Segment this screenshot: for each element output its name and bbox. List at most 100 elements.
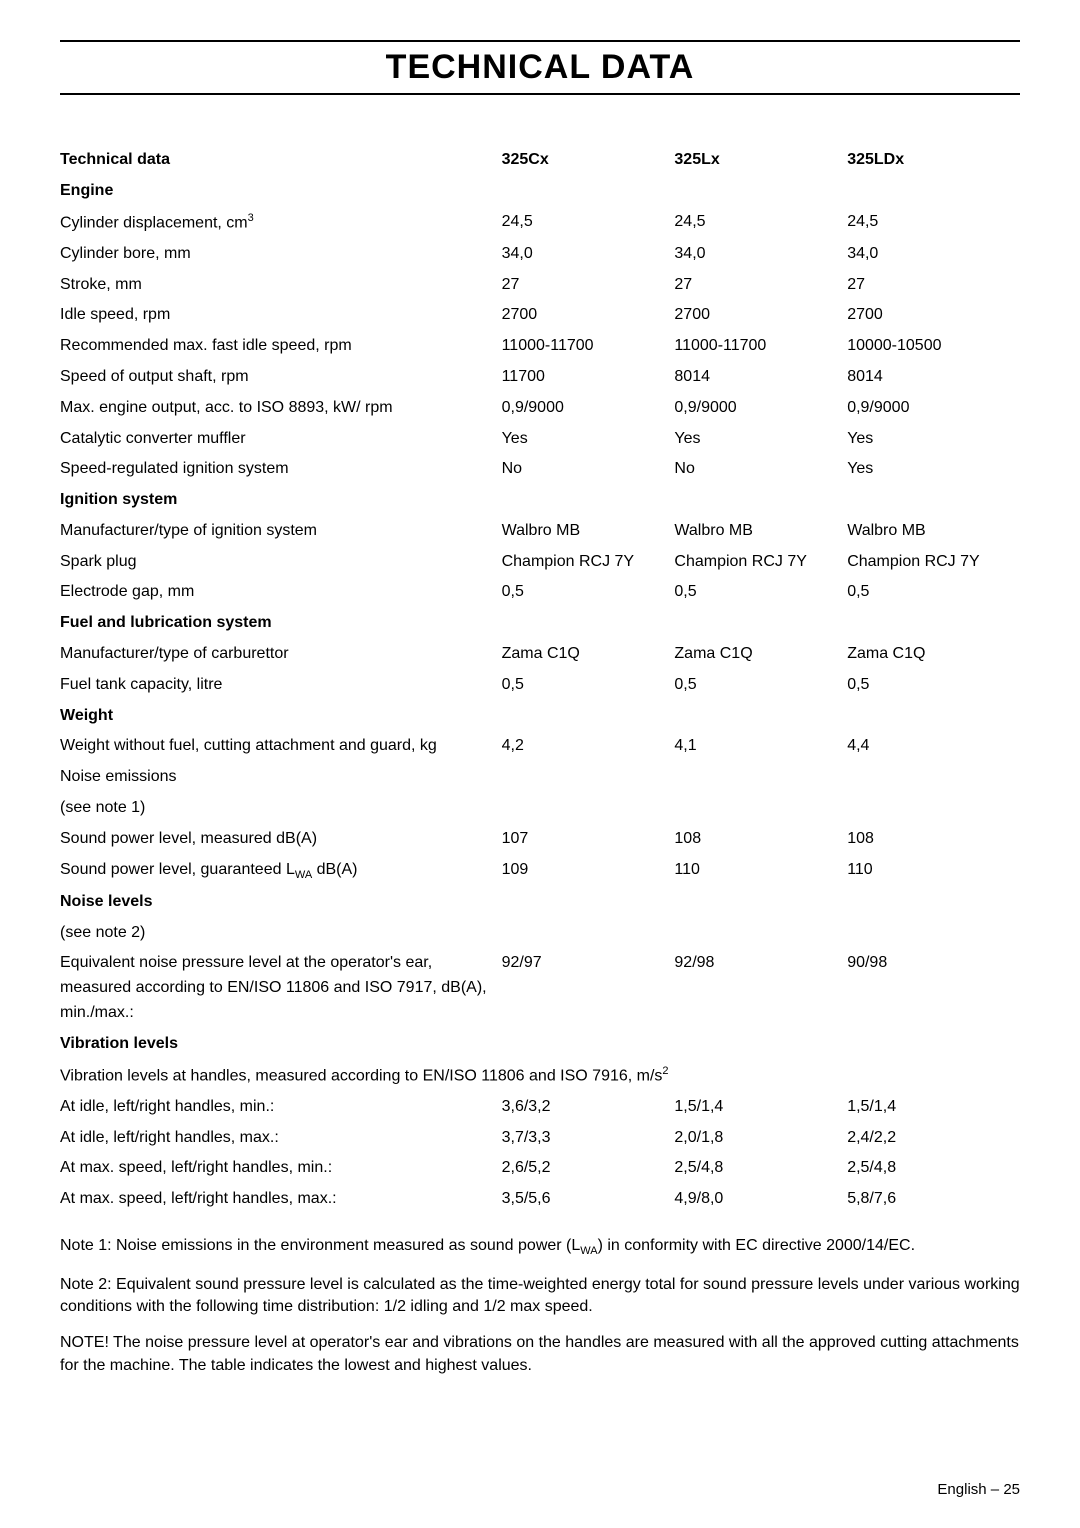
cell: 11700 <box>502 362 675 393</box>
cell: 0,9/9000 <box>502 393 675 424</box>
table-row: At max. speed, left/right handles, max.:… <box>60 1184 1020 1215</box>
cell: 109 <box>502 855 675 887</box>
cell: Champion RCJ 7Y <box>674 547 847 578</box>
note-3: NOTE! The noise pressure level at operat… <box>60 1332 1020 1377</box>
footer-sep: – <box>991 1481 999 1498</box>
cell: 0,5 <box>502 670 675 701</box>
row-label: Manufacturer/type of carburettor <box>60 639 502 670</box>
cell: 107 <box>502 824 675 855</box>
table-row: At max. speed, left/right handles, min.:… <box>60 1153 1020 1184</box>
cell: 34,0 <box>502 239 675 270</box>
table-row: Cylinder displacement, cm3 24,5 24,5 24,… <box>60 207 1020 239</box>
cell: 4,2 <box>502 731 675 762</box>
cell: 24,5 <box>502 207 675 239</box>
cell: 2,6/5,2 <box>502 1153 675 1184</box>
cell: 10000-10500 <box>847 331 1020 362</box>
table-row: Manufacturer/type of carburettor Zama C1… <box>60 639 1020 670</box>
footer-page: 25 <box>1003 1481 1020 1498</box>
cell: No <box>502 454 675 485</box>
cell: Zama C1Q <box>674 639 847 670</box>
cell: 92/97 <box>502 948 675 1028</box>
row-label: At max. speed, left/right handles, max.: <box>60 1184 502 1215</box>
row-label: Electrode gap, mm <box>60 577 502 608</box>
cell: 8014 <box>847 362 1020 393</box>
spec-table: Technical data 325Cx 325Lx 325LDx Engine… <box>60 145 1020 1215</box>
section-noise: Noise levels <box>60 887 502 918</box>
cell: Walbro MB <box>847 516 1020 547</box>
note-1: Note 1: Noise emissions in the environme… <box>60 1235 1020 1260</box>
cell: 27 <box>502 270 675 301</box>
cell: 108 <box>847 824 1020 855</box>
footer-lang: English <box>937 1481 986 1498</box>
col1-header: 325Cx <box>502 145 675 176</box>
cell: 4,1 <box>674 731 847 762</box>
section-engine: Engine <box>60 176 502 207</box>
cell: 110 <box>674 855 847 887</box>
table-row: At idle, left/right handles, max.: 3,7/3… <box>60 1123 1020 1154</box>
notes-section: Note 1: Noise emissions in the environme… <box>60 1235 1020 1377</box>
cell: 0,9/9000 <box>674 393 847 424</box>
cell: Yes <box>502 424 675 455</box>
section-weight: Weight <box>60 701 502 732</box>
row-label: Speed-regulated ignition system <box>60 454 502 485</box>
row-label: Manufacturer/type of ignition system <box>60 516 502 547</box>
row-label: At max. speed, left/right handles, min.: <box>60 1153 502 1184</box>
row-label: Spark plug <box>60 547 502 578</box>
cell: 1,5/1,4 <box>674 1092 847 1123</box>
cell: 27 <box>847 270 1020 301</box>
row-label: Fuel tank capacity, litre <box>60 670 502 701</box>
cell: Champion RCJ 7Y <box>847 547 1020 578</box>
cell: Yes <box>847 424 1020 455</box>
cell: 108 <box>674 824 847 855</box>
row-label: Equivalent noise pressure level at the o… <box>60 948 502 1028</box>
row-label: Noise emissions <box>60 762 502 793</box>
cell: Walbro MB <box>674 516 847 547</box>
section-fuel: Fuel and lubrication system <box>60 608 502 639</box>
cell: Zama C1Q <box>847 639 1020 670</box>
row-label: (see note 1) <box>60 793 502 824</box>
cell: 2700 <box>847 300 1020 331</box>
title-bar: TECHNICAL DATA <box>60 40 1020 95</box>
table-row: Sound power level, guaranteed LWA dB(A) … <box>60 855 1020 887</box>
row-label: Idle speed, rpm <box>60 300 502 331</box>
row-label: Weight without fuel, cutting attachment … <box>60 731 502 762</box>
table-row: Spark plug Champion RCJ 7Y Champion RCJ … <box>60 547 1020 578</box>
table-row: Sound power level, measured dB(A) 107 10… <box>60 824 1020 855</box>
cell: 3,6/3,2 <box>502 1092 675 1123</box>
cell: 92/98 <box>674 948 847 1028</box>
table-row: Idle speed, rpm 2700 2700 2700 <box>60 300 1020 331</box>
table-row: At idle, left/right handles, min.: 3,6/3… <box>60 1092 1020 1123</box>
row-label: Catalytic converter muffler <box>60 424 502 455</box>
cell: Yes <box>847 454 1020 485</box>
cell: 34,0 <box>674 239 847 270</box>
table-row: Equivalent noise pressure level at the o… <box>60 948 1020 1028</box>
cell: Zama C1Q <box>502 639 675 670</box>
table-row: Catalytic converter muffler Yes Yes Yes <box>60 424 1020 455</box>
cell: 0,5 <box>847 670 1020 701</box>
cell: 27 <box>674 270 847 301</box>
cell: 4,9/8,0 <box>674 1184 847 1215</box>
cell: 11000-11700 <box>502 331 675 362</box>
col0-header: Technical data <box>60 145 502 176</box>
cell: 2,5/4,8 <box>847 1153 1020 1184</box>
cell: 8014 <box>674 362 847 393</box>
cell: 5,8/7,6 <box>847 1184 1020 1215</box>
col2-header: 325Lx <box>674 145 847 176</box>
cell: 34,0 <box>847 239 1020 270</box>
cell: 2,0/1,8 <box>674 1123 847 1154</box>
cell: 3,7/3,3 <box>502 1123 675 1154</box>
note-2: Note 2: Equivalent sound pressure level … <box>60 1274 1020 1319</box>
table-row: Weight without fuel, cutting attachment … <box>60 731 1020 762</box>
row-label: Speed of output shaft, rpm <box>60 362 502 393</box>
cell: 3,5/5,6 <box>502 1184 675 1215</box>
cell: 0,5 <box>674 577 847 608</box>
page-footer: English – 25 <box>937 1481 1020 1498</box>
cell: Yes <box>674 424 847 455</box>
cell: Champion RCJ 7Y <box>502 547 675 578</box>
row-label: Vibration levels at handles, measured ac… <box>60 1060 1020 1092</box>
cell: 1,5/1,4 <box>847 1092 1020 1123</box>
header-row: Technical data 325Cx 325Lx 325LDx <box>60 145 1020 176</box>
cell: 110 <box>847 855 1020 887</box>
row-label: Recommended max. fast idle speed, rpm <box>60 331 502 362</box>
row-label: Sound power level, measured dB(A) <box>60 824 502 855</box>
